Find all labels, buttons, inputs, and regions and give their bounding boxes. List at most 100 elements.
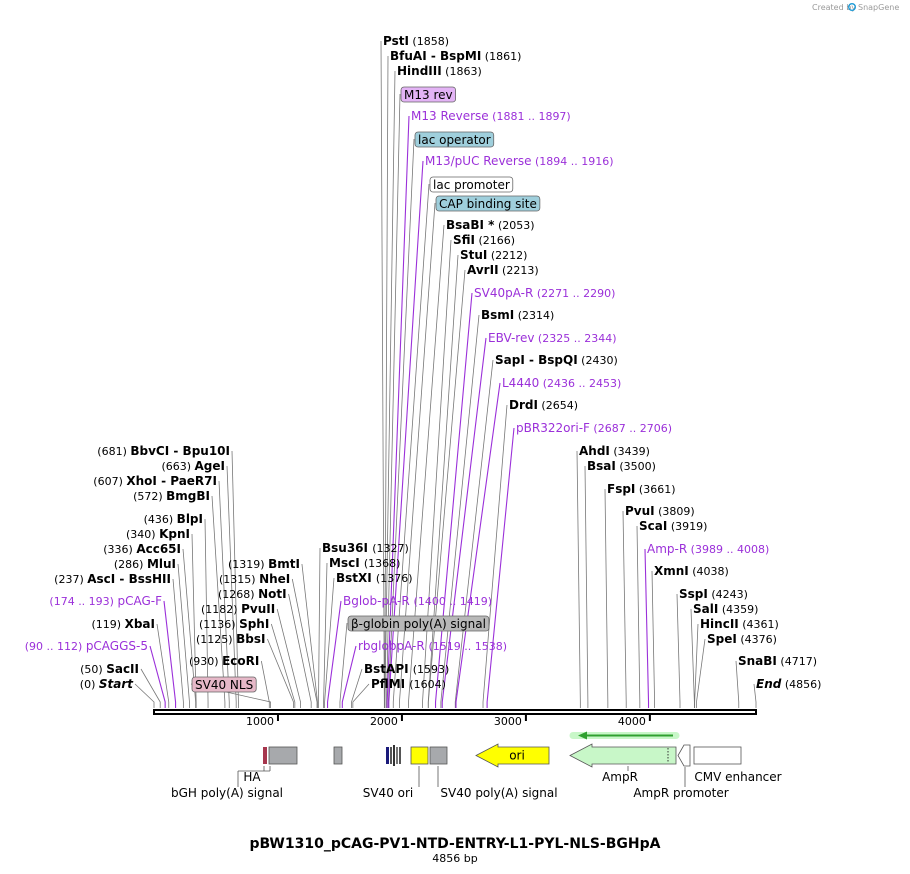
connector-rbglobpa-r xyxy=(341,645,357,708)
connector-bsai xyxy=(584,465,589,708)
tick-label-1000: 1000 xyxy=(246,715,274,728)
site-label-blpi: (436) BlpI xyxy=(144,512,203,526)
site-label-drdi: DrdI (2654) xyxy=(509,398,578,412)
m13-rev-box[interactable] xyxy=(400,86,456,103)
connector-xmni xyxy=(651,570,655,708)
connector-xhoi xyxy=(218,480,230,708)
site-label-hindiii: HindIII (1863) xyxy=(397,64,482,78)
sv40-polya-feature[interactable] xyxy=(429,746,448,765)
site-labels: (681) BbvCI - Bpu10I(663) AgeI(607) XhoI… xyxy=(25,34,821,693)
connector-l4440 xyxy=(455,382,501,708)
sv40-promoter-cluster[interactable] xyxy=(386,745,401,766)
tick-mark-4000 xyxy=(648,715,651,721)
connector-start xyxy=(134,683,155,708)
lac-promoter-box[interactable] xyxy=(429,176,514,193)
connector-acc65i xyxy=(182,548,197,708)
beta-globin-polya-box[interactable] xyxy=(347,615,490,632)
connector-lines xyxy=(134,40,757,708)
sv40-nls-box[interactable] xyxy=(191,676,257,693)
connector-mlui xyxy=(177,563,190,708)
site-label-pbr322ori-f: pBR322ori-F (2687 .. 2706) xyxy=(516,421,672,435)
connector-sspi xyxy=(676,593,681,708)
ha-tag-feature[interactable] xyxy=(263,747,267,764)
connector-beta-globin-polya xyxy=(339,622,348,708)
site-label-bbvci: (681) BbvCI - Bpu10I xyxy=(97,444,230,458)
tick-mark-3000 xyxy=(524,715,527,721)
site-label-pflmi: PflMI (1604) xyxy=(371,677,446,691)
site-label-mlui: (286) MluI xyxy=(114,557,176,571)
site-label-sv40pa-r: SV40pA-R (2271 .. 2290) xyxy=(474,286,615,300)
connector-pbr322ori-f xyxy=(486,427,515,708)
site-label-bmti: (1319) BmtI xyxy=(228,557,300,571)
connector-bbsi xyxy=(267,638,294,708)
bgh-polya-feature[interactable] xyxy=(268,746,298,765)
feature-track: ori HA bGH poly(A) signal SV40 ori SV40 … xyxy=(171,731,782,800)
connector-end xyxy=(753,683,757,708)
site-label-sspi: SspI (4243) xyxy=(679,587,748,601)
site-label-m13-puc-reverse: M13/pUC Reverse (1894 .. 1916) xyxy=(425,154,614,168)
site-label-psti: PstI (1858) xyxy=(383,34,449,48)
connector-bsu36i xyxy=(318,547,321,708)
tick-label-4000: 4000 xyxy=(618,715,646,728)
connector-m13-rev xyxy=(386,93,401,708)
connector-bbvci xyxy=(231,450,239,708)
beta-globin-polya-label: β-globin poly(A) signal xyxy=(351,617,486,631)
site-label-sacii: (50) SacII xyxy=(80,662,139,676)
site-label-bsai: BsaI (3500) xyxy=(587,459,656,473)
site-label-nhei: (1315) NheI xyxy=(219,572,290,586)
lac-operator-box[interactable] xyxy=(414,131,495,148)
site-label-ebv-rev: EBV-rev (2325 .. 2344) xyxy=(488,331,617,345)
ampr-label: AmpR xyxy=(602,770,638,784)
site-label-snabi: SnaBI (4717) xyxy=(738,654,817,668)
connector-noti xyxy=(288,593,312,708)
small-polya-feature[interactable] xyxy=(333,746,343,765)
connector-sphi xyxy=(270,623,296,708)
site-label-spei: SpeI (4376) xyxy=(707,632,777,646)
ampr-promoter-label: AmpR promoter xyxy=(633,786,728,800)
connector-sali xyxy=(690,608,695,708)
ha-label: HA xyxy=(243,770,261,784)
connector-msci xyxy=(323,562,328,708)
site-label-hincii: HincII (4361) xyxy=(700,617,779,631)
site-label-rbglobpa-r: rbglobpA-R (1519 .. 1538) xyxy=(358,639,507,653)
ori-feature[interactable] xyxy=(475,743,550,768)
connector-blpi xyxy=(204,518,209,708)
connector-asci xyxy=(172,578,184,708)
site-label-pvuii: (1182) PvuII xyxy=(201,602,275,616)
ampr-promoter-feature[interactable] xyxy=(677,744,691,767)
site-label-kpni: (340) KpnI xyxy=(126,527,190,541)
connector-pvui xyxy=(622,510,627,708)
connector-fspi xyxy=(604,488,609,708)
feature-leader-lines xyxy=(237,766,686,787)
connector-bmgbi xyxy=(211,495,226,708)
sv40-ori-feature[interactable] xyxy=(410,746,429,765)
site-label-bbsi: (1125) BbsI xyxy=(196,632,265,646)
site-label-sfii: SfiI (2166) xyxy=(453,233,515,247)
site-label-bsabi: BsaBI * (2053) xyxy=(446,218,535,232)
connector-avrii xyxy=(427,269,466,708)
connector-xbai xyxy=(156,623,170,708)
sv40-ori-label: SV40 ori xyxy=(363,786,414,800)
tick-mark-2000 xyxy=(400,715,403,721)
connector-cap-binding-site xyxy=(399,202,436,708)
site-label-bglob-pa-r: Bglob-pA-R (1400 .. 1419) xyxy=(343,594,492,608)
tick-mark-1000 xyxy=(276,715,279,721)
site-label-bfuai: BfuAI - BspMI (1861) xyxy=(390,49,521,63)
site-label-bsu36i: Bsu36I (1327) xyxy=(322,541,409,555)
cmv-enhancer-feature[interactable] xyxy=(693,746,742,765)
m13-rev-label: M13 rev xyxy=(404,88,453,102)
connector-drdi xyxy=(482,404,508,708)
site-label-ecori: (930) EcoRI xyxy=(189,654,259,668)
lac-promoter-label: lac promoter xyxy=(433,178,510,192)
site-label-agei: (663) AgeI xyxy=(161,459,225,473)
site-label-amp-r: Amp-R (3989 .. 4008) xyxy=(647,542,769,556)
cap-binding-site-box[interactable] xyxy=(435,195,541,212)
sv40-nls-label: SV40 NLS xyxy=(195,678,253,692)
connector-agei xyxy=(226,465,237,708)
site-label-ahdi: AhdI (3439) xyxy=(579,444,650,458)
connector-nhei xyxy=(291,578,318,708)
snapgene-brand: SnapGene xyxy=(858,3,899,12)
ampr-feature[interactable] xyxy=(569,731,680,768)
site-label-noti: (1268) NotI xyxy=(218,587,287,601)
